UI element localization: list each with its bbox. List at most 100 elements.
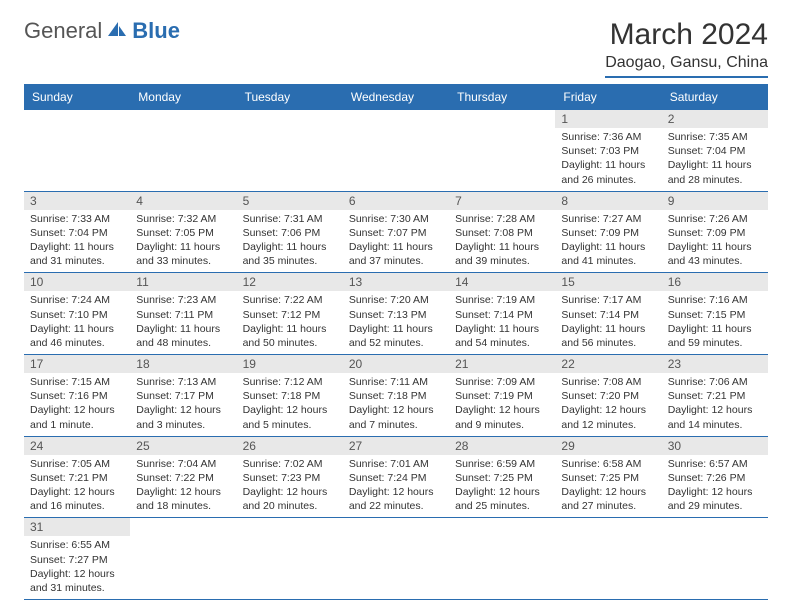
day-number: 26 (237, 437, 343, 455)
calendar-day-cell: 15Sunrise: 7:17 AMSunset: 7:14 PMDayligh… (555, 273, 661, 355)
weekday-header: Monday (130, 84, 236, 110)
calendar-day-cell: 23Sunrise: 7:06 AMSunset: 7:21 PMDayligh… (662, 355, 768, 437)
day-number: 17 (24, 355, 130, 373)
day-info: Sunrise: 7:08 AMSunset: 7:20 PMDaylight:… (555, 373, 661, 436)
day-info: Sunrise: 7:36 AMSunset: 7:03 PMDaylight:… (555, 128, 661, 191)
calendar-day-cell: 1Sunrise: 7:36 AMSunset: 7:03 PMDaylight… (555, 110, 661, 191)
calendar-day-cell: 10Sunrise: 7:24 AMSunset: 7:10 PMDayligh… (24, 273, 130, 355)
day-number: 25 (130, 437, 236, 455)
day-info: Sunrise: 7:33 AMSunset: 7:04 PMDaylight:… (24, 210, 130, 273)
day-info: Sunrise: 7:15 AMSunset: 7:16 PMDaylight:… (24, 373, 130, 436)
day-info: Sunrise: 6:58 AMSunset: 7:25 PMDaylight:… (555, 455, 661, 518)
day-info: Sunrise: 7:28 AMSunset: 7:08 PMDaylight:… (449, 210, 555, 273)
day-info: Sunrise: 6:59 AMSunset: 7:25 PMDaylight:… (449, 455, 555, 518)
day-info: Sunrise: 7:05 AMSunset: 7:21 PMDaylight:… (24, 455, 130, 518)
calendar-day-cell: 9Sunrise: 7:26 AMSunset: 7:09 PMDaylight… (662, 191, 768, 273)
calendar-day-cell (449, 110, 555, 191)
day-number: 24 (24, 437, 130, 455)
day-number: 29 (555, 437, 661, 455)
calendar-day-cell: 16Sunrise: 7:16 AMSunset: 7:15 PMDayligh… (662, 273, 768, 355)
calendar-day-cell: 18Sunrise: 7:13 AMSunset: 7:17 PMDayligh… (130, 355, 236, 437)
header: General Blue March 2024 Daogao, Gansu, C… (24, 18, 768, 78)
day-info: Sunrise: 7:24 AMSunset: 7:10 PMDaylight:… (24, 291, 130, 354)
day-number: 9 (662, 192, 768, 210)
calendar-day-cell (237, 110, 343, 191)
day-number: 10 (24, 273, 130, 291)
calendar-day-cell: 8Sunrise: 7:27 AMSunset: 7:09 PMDaylight… (555, 191, 661, 273)
calendar-day-cell: 5Sunrise: 7:31 AMSunset: 7:06 PMDaylight… (237, 191, 343, 273)
day-info: Sunrise: 7:09 AMSunset: 7:19 PMDaylight:… (449, 373, 555, 436)
day-number: 1 (555, 110, 661, 128)
calendar-day-cell: 6Sunrise: 7:30 AMSunset: 7:07 PMDaylight… (343, 191, 449, 273)
calendar-week-row: 24Sunrise: 7:05 AMSunset: 7:21 PMDayligh… (24, 436, 768, 518)
day-number: 6 (343, 192, 449, 210)
weekday-header: Tuesday (237, 84, 343, 110)
day-number: 7 (449, 192, 555, 210)
weekday-header: Saturday (662, 84, 768, 110)
calendar-day-cell (130, 110, 236, 191)
day-number: 27 (343, 437, 449, 455)
title-block: March 2024 Daogao, Gansu, China (605, 18, 768, 78)
calendar-week-row: 17Sunrise: 7:15 AMSunset: 7:16 PMDayligh… (24, 355, 768, 437)
calendar-day-cell: 4Sunrise: 7:32 AMSunset: 7:05 PMDaylight… (130, 191, 236, 273)
location: Daogao, Gansu, China (605, 54, 768, 78)
day-info: Sunrise: 7:23 AMSunset: 7:11 PMDaylight:… (130, 291, 236, 354)
day-info: Sunrise: 7:06 AMSunset: 7:21 PMDaylight:… (662, 373, 768, 436)
logo-text-2: Blue (132, 18, 180, 44)
day-number: 15 (555, 273, 661, 291)
month-title: March 2024 (605, 18, 768, 52)
day-number: 16 (662, 273, 768, 291)
calendar-day-cell (24, 110, 130, 191)
sail-icon (106, 18, 128, 44)
weekday-header: Friday (555, 84, 661, 110)
day-number: 4 (130, 192, 236, 210)
day-number: 8 (555, 192, 661, 210)
day-number: 30 (662, 437, 768, 455)
day-info: Sunrise: 7:01 AMSunset: 7:24 PMDaylight:… (343, 455, 449, 518)
day-number: 22 (555, 355, 661, 373)
day-number: 3 (24, 192, 130, 210)
day-info: Sunrise: 7:12 AMSunset: 7:18 PMDaylight:… (237, 373, 343, 436)
day-info: Sunrise: 7:35 AMSunset: 7:04 PMDaylight:… (662, 128, 768, 191)
calendar-day-cell (449, 518, 555, 600)
weekday-header: Sunday (24, 84, 130, 110)
calendar-day-cell: 29Sunrise: 6:58 AMSunset: 7:25 PMDayligh… (555, 436, 661, 518)
calendar-table: SundayMondayTuesdayWednesdayThursdayFrid… (24, 84, 768, 600)
calendar-day-cell: 3Sunrise: 7:33 AMSunset: 7:04 PMDaylight… (24, 191, 130, 273)
day-info: Sunrise: 7:31 AMSunset: 7:06 PMDaylight:… (237, 210, 343, 273)
calendar-day-cell: 25Sunrise: 7:04 AMSunset: 7:22 PMDayligh… (130, 436, 236, 518)
calendar-day-cell: 19Sunrise: 7:12 AMSunset: 7:18 PMDayligh… (237, 355, 343, 437)
calendar-day-cell: 26Sunrise: 7:02 AMSunset: 7:23 PMDayligh… (237, 436, 343, 518)
day-info: Sunrise: 6:55 AMSunset: 7:27 PMDaylight:… (24, 536, 130, 599)
calendar-day-cell: 14Sunrise: 7:19 AMSunset: 7:14 PMDayligh… (449, 273, 555, 355)
calendar-day-cell: 22Sunrise: 7:08 AMSunset: 7:20 PMDayligh… (555, 355, 661, 437)
calendar-week-row: 10Sunrise: 7:24 AMSunset: 7:10 PMDayligh… (24, 273, 768, 355)
calendar-day-cell: 31Sunrise: 6:55 AMSunset: 7:27 PMDayligh… (24, 518, 130, 600)
day-number: 2 (662, 110, 768, 128)
calendar-day-cell: 7Sunrise: 7:28 AMSunset: 7:08 PMDaylight… (449, 191, 555, 273)
day-info: Sunrise: 7:19 AMSunset: 7:14 PMDaylight:… (449, 291, 555, 354)
weekday-header: Wednesday (343, 84, 449, 110)
day-number: 14 (449, 273, 555, 291)
day-number: 11 (130, 273, 236, 291)
calendar-day-cell (343, 518, 449, 600)
day-number: 19 (237, 355, 343, 373)
day-number: 13 (343, 273, 449, 291)
weekday-header-row: SundayMondayTuesdayWednesdayThursdayFrid… (24, 84, 768, 110)
calendar-week-row: 3Sunrise: 7:33 AMSunset: 7:04 PMDaylight… (24, 191, 768, 273)
calendar-day-cell (662, 518, 768, 600)
day-number: 20 (343, 355, 449, 373)
day-info: Sunrise: 7:16 AMSunset: 7:15 PMDaylight:… (662, 291, 768, 354)
day-info: Sunrise: 7:02 AMSunset: 7:23 PMDaylight:… (237, 455, 343, 518)
calendar-day-cell: 13Sunrise: 7:20 AMSunset: 7:13 PMDayligh… (343, 273, 449, 355)
calendar-day-cell: 2Sunrise: 7:35 AMSunset: 7:04 PMDaylight… (662, 110, 768, 191)
calendar-day-cell: 11Sunrise: 7:23 AMSunset: 7:11 PMDayligh… (130, 273, 236, 355)
weekday-header: Thursday (449, 84, 555, 110)
calendar-day-cell (343, 110, 449, 191)
day-info: Sunrise: 7:27 AMSunset: 7:09 PMDaylight:… (555, 210, 661, 273)
calendar-day-cell (555, 518, 661, 600)
day-info: Sunrise: 7:20 AMSunset: 7:13 PMDaylight:… (343, 291, 449, 354)
calendar-day-cell: 27Sunrise: 7:01 AMSunset: 7:24 PMDayligh… (343, 436, 449, 518)
logo: General Blue (24, 18, 180, 44)
day-number: 21 (449, 355, 555, 373)
